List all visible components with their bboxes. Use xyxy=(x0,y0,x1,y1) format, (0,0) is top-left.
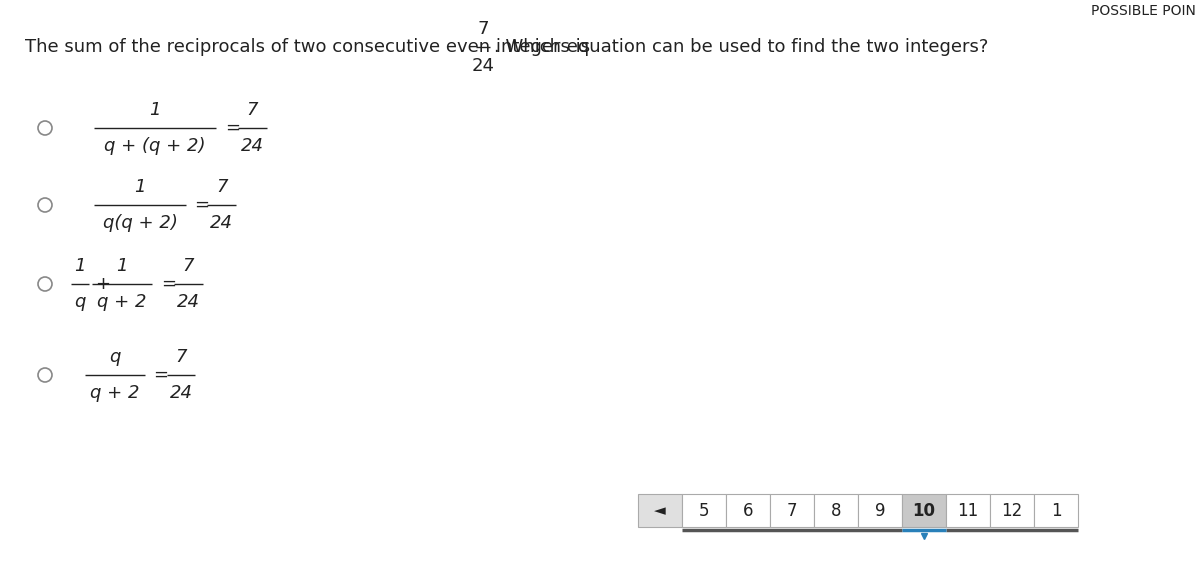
Text: The sum of the reciprocals of two consecutive even integers is: The sum of the reciprocals of two consec… xyxy=(25,38,596,56)
Text: =: = xyxy=(194,196,209,214)
Text: 11: 11 xyxy=(958,501,979,519)
Text: q + 2: q + 2 xyxy=(90,384,139,402)
Text: 7: 7 xyxy=(182,257,194,275)
Text: q + 2: q + 2 xyxy=(97,293,146,311)
Text: 1: 1 xyxy=(1051,501,1061,519)
FancyBboxPatch shape xyxy=(682,494,726,527)
Circle shape xyxy=(38,198,52,212)
Text: 7: 7 xyxy=(478,20,488,38)
Circle shape xyxy=(38,277,52,291)
Text: 1: 1 xyxy=(74,257,85,275)
FancyBboxPatch shape xyxy=(726,494,770,527)
Text: 10: 10 xyxy=(912,501,936,519)
Text: 1: 1 xyxy=(134,178,145,196)
Text: 7: 7 xyxy=(216,178,227,196)
Circle shape xyxy=(38,121,52,135)
Text: 24: 24 xyxy=(176,293,199,311)
Text: 7: 7 xyxy=(787,501,797,519)
Text: =: = xyxy=(154,366,168,384)
Text: 7: 7 xyxy=(246,101,258,119)
Text: 1: 1 xyxy=(116,257,128,275)
FancyBboxPatch shape xyxy=(814,494,858,527)
Text: =: = xyxy=(224,119,240,137)
FancyBboxPatch shape xyxy=(902,494,946,527)
Text: +: + xyxy=(95,275,109,293)
Text: . Which equation can be used to find the two integers?: . Which equation can be used to find the… xyxy=(494,38,989,56)
Text: 5: 5 xyxy=(698,501,709,519)
FancyBboxPatch shape xyxy=(946,494,990,527)
Text: 24: 24 xyxy=(241,137,264,155)
Text: q: q xyxy=(74,293,85,311)
FancyBboxPatch shape xyxy=(990,494,1034,527)
FancyBboxPatch shape xyxy=(770,494,814,527)
Text: 24: 24 xyxy=(472,57,494,75)
Text: 1: 1 xyxy=(149,101,161,119)
Text: 24: 24 xyxy=(169,384,192,402)
FancyBboxPatch shape xyxy=(638,494,682,527)
Text: ◄: ◄ xyxy=(654,503,666,518)
Text: 6: 6 xyxy=(743,501,754,519)
Text: 12: 12 xyxy=(1001,501,1022,519)
Text: 9: 9 xyxy=(875,501,886,519)
Text: 7: 7 xyxy=(175,348,187,366)
Text: 8: 8 xyxy=(830,501,841,519)
FancyBboxPatch shape xyxy=(858,494,902,527)
Text: 24: 24 xyxy=(210,214,233,232)
Text: q(q + 2): q(q + 2) xyxy=(102,214,178,232)
FancyBboxPatch shape xyxy=(1034,494,1078,527)
Text: POSSIBLE POIN: POSSIBLE POIN xyxy=(1091,4,1196,18)
Text: =: = xyxy=(161,275,175,293)
Circle shape xyxy=(38,368,52,382)
Text: q + (q + 2): q + (q + 2) xyxy=(104,137,205,155)
Text: q: q xyxy=(109,348,121,366)
